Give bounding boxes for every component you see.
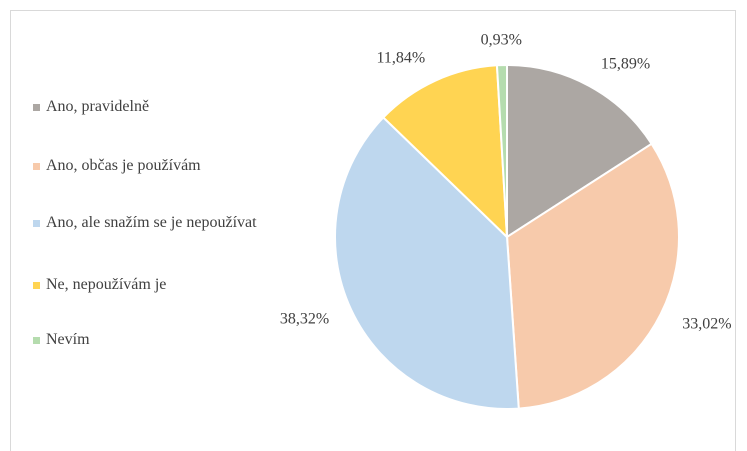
legend-label: Ano, občas je používám <box>46 157 201 174</box>
legend-item: Nevím <box>33 329 263 351</box>
legend-swatch <box>33 220 40 227</box>
legend-item: Ano, pravidelně <box>33 96 263 118</box>
legend-item: Ano, ale snažím se je nepoužívat <box>33 212 263 234</box>
pie-slice <box>495 63 508 238</box>
legend-swatch <box>33 282 40 289</box>
data-label: 38,32% <box>280 310 329 327</box>
legend-label: Nevím <box>46 331 90 348</box>
data-label: 0,93% <box>481 32 522 49</box>
chart-frame <box>10 10 736 451</box>
legend-label: Ano, ale snažím se je nepoužívat <box>46 214 257 231</box>
pie-slice <box>334 116 520 410</box>
legend-item: Ano, občas je používám <box>33 155 263 177</box>
legend-swatch <box>33 104 40 111</box>
data-label: 33,02% <box>682 316 731 333</box>
legend-swatch <box>33 337 40 344</box>
pie-slice <box>381 64 509 240</box>
legend-label: Ano, pravidelně <box>46 98 150 115</box>
pie-slice <box>505 142 680 410</box>
pie-slice <box>506 63 653 239</box>
legend-swatch <box>33 163 40 170</box>
legend-label: Ne, nepoužívám je <box>46 276 167 293</box>
data-label: 15,89% <box>601 56 650 73</box>
data-label: 11,84% <box>376 49 425 66</box>
legend-item: Ne, nepoužívám je <box>33 274 263 296</box>
